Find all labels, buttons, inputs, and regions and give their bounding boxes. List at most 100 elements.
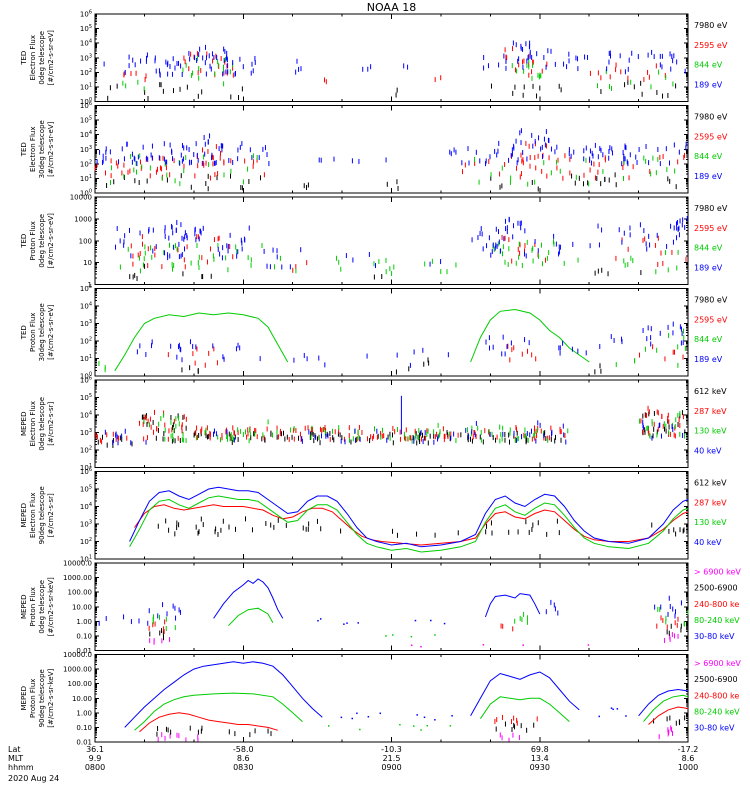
y-axis-tick-label: 104: [80, 411, 92, 420]
legend-entry: 844 eV: [694, 335, 723, 344]
series-189-ev: [103, 40, 686, 78]
legend-entry: 40 keV: [694, 538, 722, 547]
panel-ylabel-line: Proton Flux: [29, 679, 37, 718]
series-287-kev: [134, 504, 689, 546]
series-2595-ev: [167, 343, 684, 368]
date-label: 2020 Aug 24: [8, 774, 60, 783]
chart-title: NOAA 18: [366, 1, 417, 14]
legend-entry: 189 eV: [694, 81, 723, 90]
panel-meped-electron-0deg: 101 102 103 104 105 106 MEPED Electron Flux 0deg…: [20, 376, 727, 473]
series-844-ev: [119, 239, 679, 277]
y-axis-tick-label: 1.00: [76, 618, 92, 626]
panel-meped-proton-90deg: 10000.0 1000.00 100.00 10.00 1.00 0.10 0.01 MEP…: [20, 651, 741, 747]
x-axis-hhmm-value: 0930: [530, 763, 550, 772]
legend-entry: 30-80 keV: [694, 632, 735, 641]
series-80-240-kev: [134, 692, 689, 731]
legend-entry: 7980 eV: [694, 112, 728, 121]
y-axis-tick-label: 100: [79, 237, 92, 245]
series-240-800-ke: [148, 615, 679, 634]
legend-entry: 2595 eV: [694, 315, 728, 324]
panel-frame: [94, 471, 689, 560]
y-axis-tick-label: 101: [80, 354, 92, 363]
panel-ylabel-line: 0deg telescope: [38, 31, 46, 85]
panel-ylabel-line: [#/cm2-s-sr-eV]: [47, 304, 55, 359]
y-axis-tick-label: 102: [80, 159, 92, 168]
y-axis-tick-label: 10.00: [72, 695, 92, 703]
legend-entry: > 6900 keV: [694, 567, 741, 576]
y-axis-tick-label: 0.01: [76, 739, 92, 747]
y-axis-tick-label: 103: [80, 520, 92, 529]
legend-entry: 7980 eV: [694, 204, 728, 213]
x-axis-hhmm-value: 1000: [678, 763, 698, 772]
legend-entry: 30-80 keV: [694, 724, 735, 733]
legend-entry: 2595 eV: [694, 132, 728, 141]
panel-ylabel-line: [#/cm2-s-sr-keV]: [47, 577, 55, 636]
series-80-240-kev: [152, 606, 689, 638]
y-axis-tick-label: 10000.0: [63, 651, 92, 659]
x-axis-lat-value: -10.3: [381, 745, 402, 754]
x-axis-lat-value: 69.8: [531, 745, 549, 754]
y-axis-tick-label: 106: [80, 376, 92, 385]
y-axis-tick-label: 102: [80, 537, 92, 546]
x-axis-mlt-value: 13.4: [531, 754, 549, 763]
legend-entry: 240-800 ke: [694, 691, 739, 700]
panel-frame: [94, 288, 689, 377]
y-axis-tick-label: 103: [80, 53, 92, 62]
panel-ylabel-line: MEPED: [20, 686, 28, 711]
legend-entry: 80-240 keV: [694, 616, 740, 625]
series-189-ev: [115, 215, 688, 270]
x-axis-mlt-value: 8.6: [237, 754, 250, 763]
y-axis-tick-label: 100: [80, 372, 92, 381]
panel-frame: [94, 654, 689, 743]
series-40-kev: [104, 395, 684, 446]
y-axis-tick-label: 104: [80, 39, 92, 48]
legend-entry: 240-800 ke: [694, 600, 739, 609]
y-axis-tick-label: 105: [80, 116, 92, 125]
y-axis-tick-label: 101: [80, 82, 92, 91]
y-axis-tick-label: 102: [80, 337, 92, 346]
x-axis-mlt-value: 21.5: [383, 754, 401, 763]
x-axis-hhmm-value: 0800: [85, 763, 105, 772]
series-612-kev: [157, 516, 689, 538]
x-axis-lat-value: -17.2: [678, 745, 699, 754]
series--6900-kev: [149, 632, 679, 648]
panel-ylabel-line: MEPED: [20, 595, 28, 620]
y-axis-tick-label: 105: [80, 485, 92, 494]
series-7980-ev: [107, 79, 677, 101]
legend-entry: 2500-6900: [694, 584, 738, 593]
series-30-80-kev: [98, 578, 682, 626]
panel-ylabel-line: Proton Flux: [29, 587, 37, 626]
x-axis-hhmm-value: 0830: [233, 763, 253, 772]
legend-entry: 844 eV: [694, 61, 723, 70]
y-axis-tick-label: 10.00: [72, 603, 92, 611]
series-130-kev: [129, 495, 689, 553]
axis-row-label-mlt: MLT: [8, 754, 24, 763]
x-axis-lat-value: 36.1: [86, 745, 104, 754]
y-axis-tick-label: 100.00: [68, 680, 93, 688]
y-axis-tick-label: 1000: [74, 215, 92, 223]
y-axis-tick-label: 0.10: [76, 724, 92, 732]
legend-entry: 2500-6900: [694, 675, 738, 684]
panel-ylabel-line: 30deg telescope: [38, 120, 46, 178]
y-axis-tick-label: 106: [80, 10, 92, 19]
y-axis-tick-label: 101: [80, 463, 92, 472]
legend-entry: 844 eV: [694, 244, 723, 253]
series-7980-ev: [106, 172, 677, 192]
series-189-ev: [136, 321, 684, 368]
panel-ylabel-line: 90deg telescope: [38, 486, 46, 544]
legend-entry: 2595 eV: [694, 41, 728, 50]
panel-ylabel-line: [#/cm2-s-sr-eV]: [47, 30, 55, 85]
series-2500-6900: [156, 715, 686, 738]
series-844-ev: [98, 308, 686, 373]
series-844-ev: [122, 56, 674, 92]
y-axis-tick-label: 10000.0: [63, 560, 92, 568]
series--6900-kev: [157, 725, 673, 742]
panel-meped-electron-90deg: 101 102 103 104 105 106 MEPED Electron Flux 90de…: [20, 467, 727, 564]
panel-ylabel-line: 0deg telescope: [38, 397, 46, 451]
series-189-ev: [96, 128, 687, 167]
y-axis-tick-label: 103: [80, 319, 92, 328]
y-axis-tick-label: 101: [80, 555, 92, 564]
legend-entry: 40 keV: [694, 447, 722, 456]
series-2595-ev: [94, 141, 686, 181]
